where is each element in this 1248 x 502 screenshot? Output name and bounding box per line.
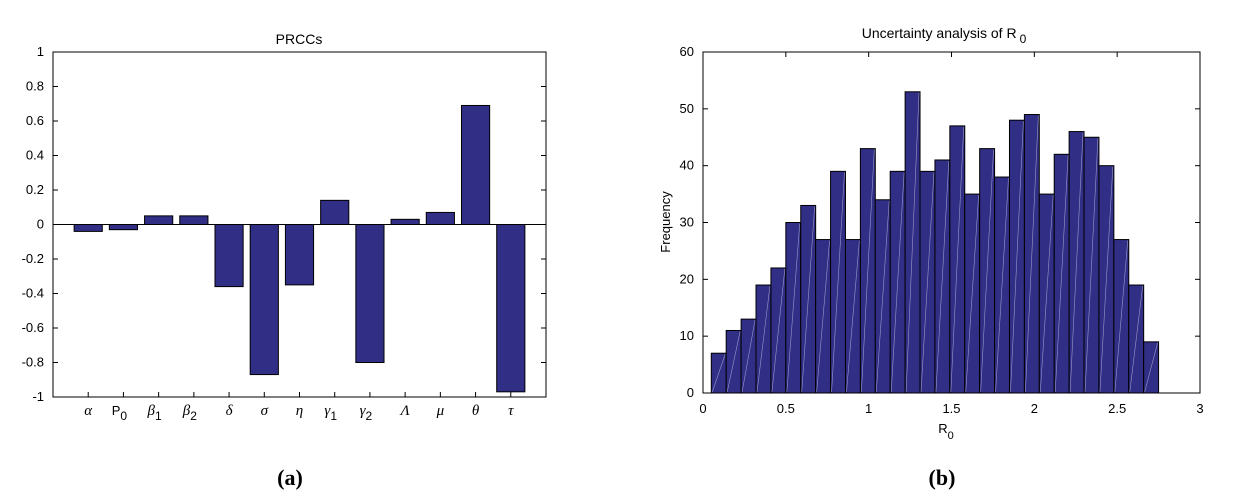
prcc-x-tick-label: τ	[508, 403, 514, 419]
prcc-x-tick-label: η	[296, 403, 303, 419]
histogram-y-tick-label: 20	[680, 271, 694, 286]
prcc-x-tick-label: α	[84, 403, 93, 419]
histogram-bar-sheen	[1099, 166, 1114, 393]
histogram-bar-sheen	[756, 285, 771, 393]
histogram-x-tick-label: 3	[1196, 401, 1203, 416]
histogram-bar-sheen	[831, 172, 845, 393]
histogram-y-tick-label: 10	[680, 328, 694, 343]
prcc-x-tick-label: P0	[112, 403, 128, 423]
histogram-axes: 0 10 20 30 40 50 60 0 0.5 1 1.5 2 2.5 3	[680, 44, 1204, 416]
prcc-y-tick-label: 0	[37, 217, 44, 232]
prcc-bar	[390, 218, 420, 225]
prcc-y-tick-label: -1	[32, 389, 44, 404]
prcc-x-tick-label: σ	[261, 403, 269, 419]
prcc-chart: PRCCs 1 0.8 0.6 0.4 0.2 0 -0.2 -0.4 -0.6 -0.8 -1 α…	[22, 31, 547, 490]
prcc-bar	[73, 224, 103, 232]
prcc-bar	[284, 224, 315, 286]
histogram-bar-sheen	[980, 149, 994, 393]
prcc-x-tick-label: β2	[182, 403, 197, 423]
histogram-x-label: R0	[938, 421, 954, 442]
prcc-bar	[144, 215, 174, 225]
prcc-x-tick-label: δ	[226, 403, 234, 419]
histogram-bar-sheen	[1025, 115, 1039, 393]
prcc-y-tick-label: 0.8	[26, 79, 44, 94]
prcc-y-tick-label: -0.4	[22, 286, 44, 301]
histogram-bar-sheen	[1054, 155, 1069, 393]
prcc-x-tick-label: β1	[147, 403, 162, 423]
prcc-y-tick-label: 0.4	[26, 148, 44, 163]
prcc-y-axis: 1 0.8 0.6 0.4 0.2 0 -0.2 -0.4 -0.6 -0.8 -1	[22, 44, 546, 404]
histogram-bar-sheen	[1129, 285, 1143, 393]
histogram-x-tick-label: 0.5	[777, 401, 795, 416]
prcc-y-tick-label: 0.2	[26, 182, 44, 197]
histogram-bar-sheen	[816, 240, 830, 393]
histogram-bar-sheen	[846, 240, 860, 393]
caption-a: (a)	[277, 465, 303, 490]
prcc-bars	[73, 104, 526, 393]
prcc-y-tick-label: -0.6	[22, 320, 44, 335]
histogram-y-tick-label: 30	[680, 215, 694, 230]
histogram-x-tick-label: 1.5	[942, 401, 960, 416]
prcc-x-tick-label: γ2	[360, 403, 373, 423]
histogram-x-tick-label: 1	[865, 401, 872, 416]
prcc-bar	[460, 104, 491, 225]
prcc-bar	[179, 215, 209, 225]
histogram-x-tick-label: 2.5	[1108, 401, 1126, 416]
histogram-bar-sheen	[950, 126, 965, 393]
histogram-bar-sheen	[1040, 195, 1054, 393]
prcc-y-tick-label: -0.8	[22, 355, 44, 370]
histogram-title-sub: 0	[1020, 32, 1027, 46]
histogram-bars	[710, 91, 1160, 394]
histogram-bar-sheen	[861, 149, 875, 393]
histogram-x-tick-label: 2	[1031, 401, 1038, 416]
histogram-y-label: Frequency	[658, 191, 673, 253]
prcc-x-tick-label: θ	[472, 403, 480, 419]
histogram-bar-sheen	[935, 160, 950, 393]
prcc-y-tick-label: 1	[37, 44, 44, 59]
histogram-y-tick-label: 60	[680, 44, 694, 59]
prcc-y-tick-label: 0.6	[26, 113, 44, 128]
histogram-title-main: Uncertainty analysis of R	[862, 25, 1017, 41]
histogram-x-label-sub: 0	[948, 430, 954, 442]
histogram-y-tick-label: 0	[687, 385, 694, 400]
histogram-bar-sheen	[771, 268, 786, 393]
prcc-x-tick-label: Λ	[399, 403, 410, 419]
prcc-x-tick-label: γ1	[324, 403, 337, 423]
histogram-bar-sheen	[875, 200, 890, 393]
histogram-bar-sheen	[741, 320, 756, 393]
histogram-bar-sheen	[1144, 342, 1158, 393]
prcc-bar	[108, 224, 139, 231]
histogram-bar-sheen	[905, 92, 920, 393]
histogram-bar-sheen	[1084, 138, 1099, 393]
prcc-bar	[496, 224, 526, 393]
histogram-bar-sheen	[1069, 132, 1084, 393]
histogram-x-tick-label: 0	[699, 401, 706, 416]
histogram-bar-sheen	[726, 331, 741, 393]
histogram-bar-sheen	[1010, 121, 1024, 393]
histogram-bar-sheen	[890, 172, 905, 393]
prcc-bar	[425, 211, 455, 226]
prcc-chart-title: PRCCs	[276, 31, 323, 47]
prcc-x-tick-label: μ	[436, 403, 445, 419]
prcc-bar	[320, 199, 350, 226]
prcc-bar	[214, 224, 244, 288]
histogram-bar-sheen	[711, 354, 726, 393]
prcc-bar	[249, 224, 279, 376]
histogram-y-tick-label: 50	[680, 101, 694, 116]
histogram-bar-sheen	[786, 223, 801, 393]
histogram-bar-sheen	[995, 178, 1009, 393]
histogram-bar-sheen	[801, 206, 815, 393]
caption-b: (b)	[929, 465, 956, 490]
histogram-bar-sheen	[965, 195, 979, 393]
histogram-x-label-main: R	[938, 421, 947, 436]
histogram-bar-sheen	[1114, 240, 1129, 393]
histogram-y-tick-label: 40	[680, 158, 694, 173]
prcc-y-tick-label: -0.2	[22, 251, 44, 266]
prcc-bar	[355, 224, 385, 363]
histogram-bar-sheen	[920, 172, 935, 393]
